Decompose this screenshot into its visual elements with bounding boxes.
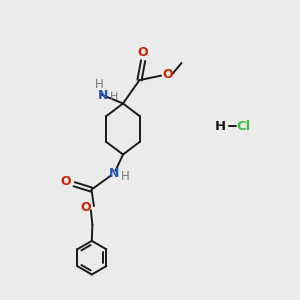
- Text: Cl: Cl: [236, 119, 251, 133]
- Text: O: O: [60, 175, 71, 188]
- Text: H: H: [95, 78, 104, 91]
- Text: H: H: [110, 92, 118, 102]
- Text: H: H: [121, 169, 130, 183]
- Text: O: O: [80, 201, 91, 214]
- Text: O: O: [138, 46, 148, 59]
- Text: O: O: [162, 68, 173, 81]
- Text: H: H: [215, 119, 226, 133]
- Text: N: N: [109, 167, 119, 180]
- Text: N: N: [98, 89, 108, 102]
